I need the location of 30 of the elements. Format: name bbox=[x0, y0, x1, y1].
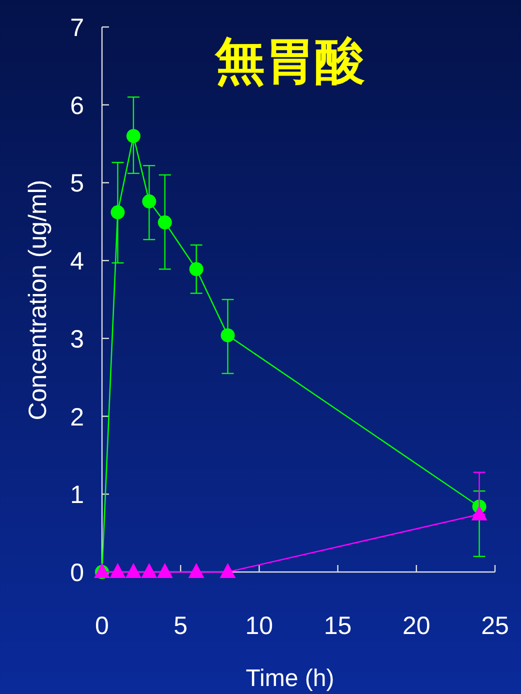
y-axis-title: Concentration (ug/ml) bbox=[24, 180, 52, 420]
y-tick-label: 0 bbox=[70, 559, 84, 587]
point bbox=[220, 328, 235, 342]
y-tick-label: 2 bbox=[70, 403, 84, 432]
point bbox=[142, 194, 156, 208]
point bbox=[126, 129, 140, 143]
point bbox=[110, 563, 126, 578]
point bbox=[471, 505, 488, 520]
x-tick-label: 15 bbox=[324, 612, 352, 640]
point bbox=[188, 563, 204, 578]
point bbox=[158, 215, 172, 230]
chart-title: 無胃酸 bbox=[214, 33, 365, 89]
y-tick-label: 3 bbox=[70, 325, 84, 354]
point bbox=[189, 262, 204, 276]
x-axis-title: Time (h) bbox=[246, 665, 334, 692]
point bbox=[156, 563, 173, 578]
y-tick-label: 7 bbox=[70, 14, 84, 42]
x-tick-label: 25 bbox=[481, 612, 509, 640]
point bbox=[125, 563, 142, 578]
point bbox=[110, 205, 125, 220]
y-tick-label: 5 bbox=[70, 170, 84, 198]
y-tick-label: 1 bbox=[70, 481, 84, 510]
y-tick-label: 6 bbox=[70, 92, 84, 120]
point bbox=[141, 563, 158, 578]
x-tick-label: 0 bbox=[95, 612, 109, 640]
y-tick-label: 4 bbox=[70, 248, 84, 276]
x-tick-label: 5 bbox=[174, 612, 188, 640]
x-tick-label: 20 bbox=[402, 612, 430, 640]
point bbox=[220, 563, 236, 578]
x-tick-label: 10 bbox=[245, 612, 274, 640]
